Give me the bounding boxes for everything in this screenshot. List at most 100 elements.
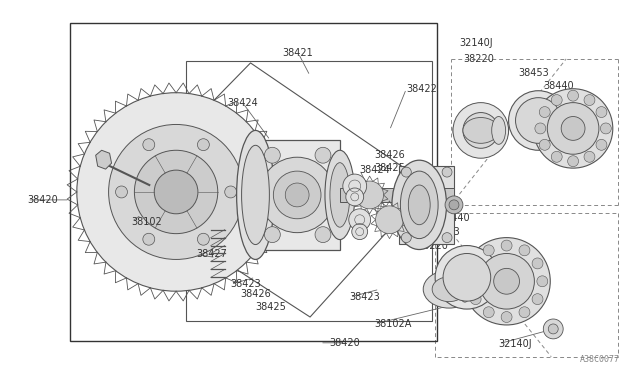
- Circle shape: [443, 253, 491, 301]
- Circle shape: [551, 151, 562, 162]
- Text: 38453: 38453: [518, 68, 549, 78]
- Circle shape: [315, 147, 331, 163]
- Circle shape: [143, 233, 155, 245]
- Circle shape: [540, 140, 550, 150]
- Ellipse shape: [325, 150, 355, 240]
- Circle shape: [483, 307, 494, 318]
- Bar: [186, 61, 432, 321]
- Circle shape: [493, 268, 520, 294]
- Ellipse shape: [330, 163, 350, 227]
- Circle shape: [143, 139, 155, 151]
- Text: 38422: 38422: [406, 84, 437, 94]
- Circle shape: [352, 224, 367, 240]
- Circle shape: [600, 123, 611, 134]
- Circle shape: [479, 253, 534, 309]
- Text: 32140J: 32140J: [459, 38, 493, 48]
- Circle shape: [343, 174, 367, 198]
- Circle shape: [401, 167, 412, 177]
- Ellipse shape: [401, 171, 438, 238]
- Text: 38102: 38102: [131, 217, 162, 227]
- Text: 38427: 38427: [196, 250, 227, 260]
- Circle shape: [501, 240, 512, 251]
- Circle shape: [116, 186, 127, 198]
- Ellipse shape: [453, 110, 509, 150]
- Circle shape: [134, 150, 218, 234]
- Circle shape: [285, 183, 309, 207]
- Circle shape: [109, 125, 244, 259]
- Polygon shape: [96, 150, 111, 169]
- Circle shape: [537, 276, 548, 287]
- Circle shape: [547, 103, 599, 154]
- Text: 38453: 38453: [429, 227, 460, 237]
- Text: 38425: 38425: [255, 302, 286, 312]
- Ellipse shape: [459, 276, 471, 302]
- Circle shape: [435, 246, 499, 309]
- Text: 38440: 38440: [543, 81, 574, 91]
- Text: 38425: 38425: [374, 163, 406, 173]
- Circle shape: [197, 233, 209, 245]
- Circle shape: [442, 232, 452, 243]
- Text: 38102A: 38102A: [374, 319, 412, 329]
- Text: 32140J: 32140J: [499, 339, 532, 349]
- Text: 38421: 38421: [283, 48, 314, 58]
- Circle shape: [533, 89, 612, 168]
- Circle shape: [596, 140, 607, 150]
- Text: 38423: 38423: [230, 279, 261, 289]
- Circle shape: [463, 113, 499, 148]
- Circle shape: [568, 90, 579, 101]
- Circle shape: [264, 147, 280, 163]
- Bar: [340, 188, 454, 202]
- Text: A38C0077: A38C0077: [580, 355, 620, 364]
- Circle shape: [532, 294, 543, 305]
- Circle shape: [449, 200, 459, 210]
- Text: 38440: 38440: [439, 213, 470, 223]
- Circle shape: [463, 238, 550, 325]
- Text: 38420: 38420: [28, 195, 58, 205]
- Circle shape: [551, 94, 562, 106]
- Ellipse shape: [392, 160, 447, 250]
- Circle shape: [532, 258, 543, 269]
- Circle shape: [225, 186, 237, 198]
- Ellipse shape: [432, 277, 466, 302]
- Circle shape: [445, 196, 463, 214]
- Circle shape: [519, 307, 530, 318]
- Circle shape: [376, 206, 403, 234]
- Text: 38426: 38426: [374, 150, 405, 160]
- Polygon shape: [399, 166, 454, 244]
- Circle shape: [356, 181, 383, 209]
- Circle shape: [535, 123, 546, 134]
- Circle shape: [540, 107, 550, 118]
- Circle shape: [543, 319, 563, 339]
- Circle shape: [349, 209, 371, 231]
- Circle shape: [259, 157, 335, 232]
- Circle shape: [509, 91, 568, 150]
- Circle shape: [315, 227, 331, 243]
- Circle shape: [197, 139, 209, 151]
- Circle shape: [501, 312, 512, 323]
- Circle shape: [273, 171, 321, 219]
- FancyBboxPatch shape: [255, 140, 340, 250]
- Circle shape: [561, 116, 585, 140]
- Circle shape: [465, 276, 476, 287]
- Circle shape: [519, 245, 530, 256]
- Circle shape: [453, 103, 509, 158]
- Ellipse shape: [237, 131, 275, 259]
- Text: 38220: 38220: [463, 54, 494, 64]
- Circle shape: [264, 227, 280, 243]
- Circle shape: [154, 170, 198, 214]
- Circle shape: [483, 245, 494, 256]
- Text: 38424: 38424: [360, 165, 390, 175]
- Circle shape: [596, 107, 607, 118]
- Ellipse shape: [241, 145, 269, 244]
- Text: 38426: 38426: [241, 289, 271, 299]
- Text: 38420: 38420: [330, 338, 360, 348]
- Circle shape: [470, 294, 481, 305]
- Bar: [70, 23, 437, 341]
- Circle shape: [401, 232, 412, 243]
- Ellipse shape: [423, 270, 475, 308]
- Circle shape: [470, 258, 481, 269]
- Text: 38423: 38423: [350, 292, 381, 302]
- Circle shape: [442, 167, 452, 177]
- Ellipse shape: [492, 116, 506, 144]
- Text: 38424: 38424: [227, 97, 258, 108]
